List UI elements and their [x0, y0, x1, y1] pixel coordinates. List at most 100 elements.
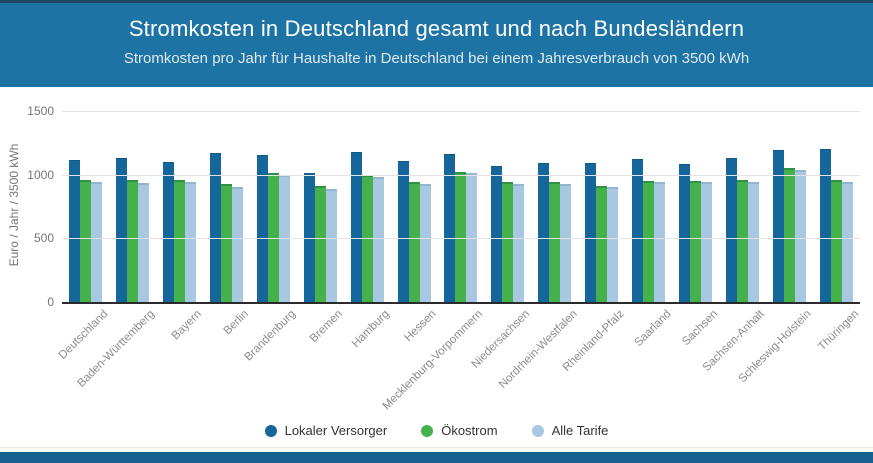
bar-group-rheinland-pfalz	[578, 111, 625, 302]
bar	[632, 159, 644, 302]
legend: Lokaler Versorger Ökostrom Alle Tarife	[0, 423, 873, 438]
page-title: Stromkosten in Deutschland gesamt und na…	[128, 16, 745, 41]
x-category-label: Bayern	[169, 308, 204, 343]
bar-group-bremen	[297, 111, 344, 302]
bar	[397, 161, 409, 302]
x-category-label: Nordrhein-Westfalen	[496, 308, 580, 391]
bar	[68, 160, 80, 302]
bar	[162, 161, 174, 302]
bar	[784, 168, 796, 302]
legend-item--kostrom[interactable]: Ökostrom	[421, 423, 498, 438]
bar-series-container	[62, 111, 860, 302]
bar	[679, 163, 691, 302]
bar	[491, 166, 503, 302]
bar-group-schleswig-holstein	[766, 111, 813, 302]
x-category-label: Hamburg	[349, 308, 392, 350]
gridline-1000	[62, 174, 860, 176]
x-axis-line	[62, 302, 860, 304]
bar	[830, 180, 842, 302]
bar	[209, 153, 221, 302]
bar	[444, 154, 456, 302]
bar	[303, 173, 315, 302]
bar	[643, 181, 655, 302]
bar	[726, 158, 738, 302]
bar-group-saarland	[625, 111, 672, 302]
bar	[737, 179, 749, 302]
x-category-label: Saarland	[632, 308, 674, 350]
y-axis-title: Euro / Jahr / 3500 kWh	[7, 143, 21, 267]
x-category-label: Sachsen	[680, 308, 721, 349]
bar-group-nordrhein-westfalen	[531, 111, 578, 302]
footer-bar	[0, 452, 873, 463]
plot-area	[62, 111, 860, 304]
bar	[585, 163, 597, 302]
bar-group-th-ringen	[813, 111, 860, 302]
bar	[115, 158, 127, 302]
bar	[256, 154, 268, 302]
bar	[701, 182, 713, 302]
y-tick-label-1500: 1500	[27, 104, 54, 118]
bar	[350, 152, 362, 302]
bar-group-hamburg	[344, 111, 391, 302]
bar-group-sachsen-anhalt	[719, 111, 766, 302]
bar	[220, 184, 232, 302]
bar	[841, 181, 853, 302]
page-subtitle: Stromkosten pro Jahr für Haushalte in De…	[123, 50, 750, 67]
y-tick-label-500: 500	[33, 231, 54, 246]
bar	[560, 183, 572, 302]
x-category-label: Thüringen	[815, 308, 862, 354]
footer-spacer	[0, 447, 873, 452]
bar	[538, 162, 550, 302]
legend-marker-icon	[264, 424, 277, 437]
legend-item-lokaler-versorger[interactable]: Lokaler Versorger	[264, 423, 388, 438]
bar	[455, 172, 467, 302]
bar	[795, 170, 807, 302]
legend-label: Alle Tarife	[551, 423, 609, 438]
bar-group-deutschland	[62, 111, 109, 302]
legend-marker-icon	[421, 424, 434, 437]
bar-group-hessen	[391, 111, 438, 302]
x-category-label: Bremen	[307, 308, 345, 345]
bar	[419, 183, 431, 302]
bar	[173, 180, 185, 302]
bar	[231, 186, 243, 302]
bar	[549, 182, 561, 302]
gridline-1500	[62, 111, 860, 112]
bar	[513, 184, 525, 302]
bar-group-berlin	[203, 111, 250, 302]
bar	[607, 187, 619, 302]
x-category-label: Berlin	[221, 308, 251, 338]
legend-label: Ökostrom	[441, 423, 498, 438]
bar	[184, 182, 196, 302]
bar	[408, 181, 420, 302]
bar	[137, 182, 149, 302]
bar	[502, 181, 514, 302]
bar	[325, 188, 337, 302]
bar	[654, 181, 666, 302]
chart-region: Euro / Jahr / 3500 kWh 0 500 1000 1500 Deut…	[0, 87, 873, 447]
chart-header: Stromkosten in Deutschland gesamt und na…	[0, 3, 873, 87]
x-category-label: Baden-Württemberg	[75, 308, 157, 390]
legend-label: Lokaler Versorger	[284, 423, 388, 438]
bar	[314, 186, 326, 302]
bar	[596, 185, 608, 302]
bar	[79, 179, 91, 302]
bar-group-bayern	[156, 111, 203, 302]
gridline-500	[62, 238, 860, 240]
bar	[690, 181, 702, 302]
bar-group-brandenburg	[250, 111, 297, 302]
y-tick-label-1000: 1000	[27, 167, 54, 182]
bar-group-sachsen	[672, 111, 719, 302]
legend-item-alle-tarife[interactable]: Alle Tarife	[531, 423, 609, 438]
bar	[267, 173, 279, 302]
bar	[126, 180, 138, 302]
bar-group-niedersachsen	[484, 111, 531, 302]
x-category-label: Hessen	[402, 308, 439, 345]
bar-group-baden-w-rttemberg	[109, 111, 156, 302]
top-strip	[0, 0, 873, 3]
bar	[819, 149, 831, 302]
bar	[466, 173, 478, 302]
y-tick-label-0: 0	[47, 295, 54, 309]
legend-marker-icon	[531, 424, 544, 437]
bar	[748, 182, 760, 302]
